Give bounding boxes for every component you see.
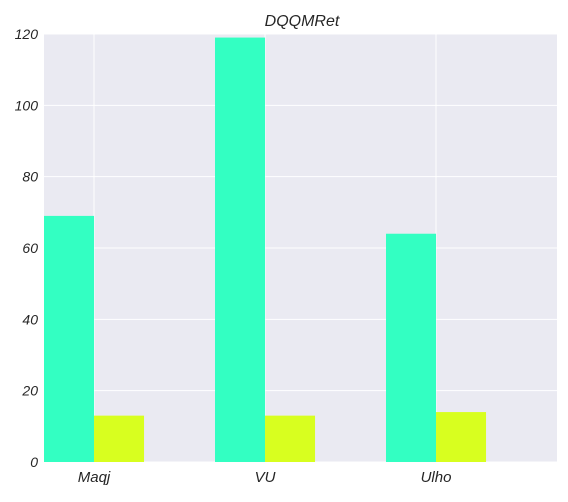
y-tick-label: 100 — [15, 97, 39, 113]
chart-title: DQQMRet — [265, 13, 340, 30]
x-tick-label: Maqj — [78, 469, 111, 486]
bar — [215, 37, 266, 463]
y-tick-label: 80 — [22, 169, 38, 185]
y-tick-label: 40 — [22, 311, 38, 327]
y-tick-label: 20 — [21, 383, 38, 399]
bar — [386, 233, 437, 462]
y-tick-label: 120 — [15, 26, 39, 42]
x-tick-label: VU — [255, 469, 276, 486]
x-tick-label: Ulho — [421, 469, 452, 486]
bar — [436, 412, 487, 462]
bar — [44, 215, 95, 462]
plot-area: 0 20 40 60 80 100 120 Maqj VU Ulho — [15, 26, 557, 486]
y-tick-label: 0 — [30, 454, 38, 470]
y-tick-label: 60 — [22, 240, 38, 256]
bar — [94, 415, 145, 462]
bar — [265, 415, 316, 462]
